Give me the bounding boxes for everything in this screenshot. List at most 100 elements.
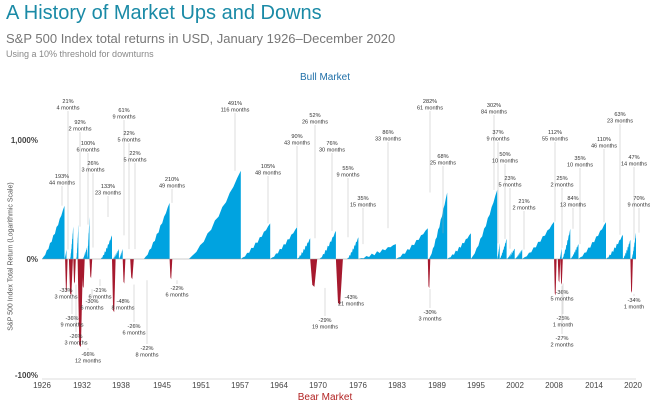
bear-return-label-7: -26%: [127, 324, 140, 330]
bear-return-label-5: -21%: [93, 288, 106, 294]
bull-area-23: [506, 248, 515, 259]
bull-duration-label-32: 9 months: [627, 203, 650, 209]
bull-area-25: [522, 221, 555, 259]
bull-duration-label-4: 3 months: [81, 168, 104, 174]
bull-return-label-30: 63%: [614, 112, 625, 118]
bear-area-8: [130, 259, 134, 280]
bear-area-9: [169, 259, 173, 280]
bull-duration-label-12: 43 months: [284, 141, 310, 147]
bear-area-4: [82, 259, 85, 289]
x-tick-label-10: 1989: [428, 381, 446, 390]
bear-return-label-15: -27%: [555, 336, 568, 342]
bull-area-31: [622, 239, 631, 259]
x-tick-label-12: 2002: [506, 381, 524, 390]
x-tick-label-5: 1957: [231, 381, 249, 390]
x-tick-label-4: 1951: [192, 381, 210, 390]
bull-duration-label-31: 14 months: [621, 162, 647, 168]
x-tick-label-0: 1926: [33, 381, 51, 390]
chart-note: Using a 10% threshold for downturns: [6, 49, 154, 59]
bull-area-24: [514, 249, 523, 259]
bull-area-6: [100, 235, 112, 259]
bull-area-0: [42, 205, 65, 259]
bull-duration-label-30: 23 months: [607, 119, 633, 125]
bull-return-label-11: 105%: [261, 164, 275, 170]
bull-area-1: [64, 249, 67, 259]
bull-duration-label-20: 84 months: [481, 110, 507, 116]
bull-area-3: [76, 224, 79, 259]
bull-return-label-20: 302%: [487, 103, 501, 109]
chart-subtitle: S&P 500 Index total returns in USD, Janu…: [6, 31, 396, 46]
bull-duration-label-25: 55 months: [542, 137, 568, 143]
bear-duration-label-1: 9 months: [60, 323, 83, 329]
bull-duration-label-17: 33 months: [375, 137, 401, 143]
bear-duration-label-14: 1 month: [553, 323, 573, 329]
x-tick-label-3: 1945: [153, 381, 171, 390]
bull-return-label-3: 100%: [81, 141, 95, 147]
x-tick-label-15: 2020: [624, 381, 642, 390]
bear-duration-label-12: 3 months: [418, 317, 441, 323]
bull-duration-label-18: 61 months: [417, 106, 443, 112]
bull-duration-label-2: 2 months: [68, 127, 91, 133]
bull-duration-label-6: 9 months: [112, 115, 135, 121]
bear-area-13: [554, 259, 557, 296]
bull-return-label-22: 50%: [499, 152, 510, 158]
bull-area-28: [570, 244, 579, 259]
bull-return-label-18: 282%: [423, 99, 437, 105]
bull-duration-label-15: 9 months: [336, 173, 359, 179]
bull-duration-label-16: 15 months: [350, 203, 376, 209]
bull-return-label-9: 210%: [165, 177, 179, 183]
bear-return-label-3: -66%: [81, 352, 94, 358]
bull-area-30: [606, 234, 623, 259]
bull-area-32: [631, 232, 636, 259]
bear-area-0: [65, 259, 68, 292]
bull-duration-label-0: 44 months: [49, 181, 75, 187]
x-tick-label-11: 1995: [467, 381, 485, 390]
bear-return-label-16: -34%: [627, 298, 640, 304]
bear-area-16: [630, 259, 633, 293]
bear-return-label-10: -29%: [318, 318, 331, 324]
bull-return-label-1: 21%: [62, 99, 73, 105]
bear-return-label-14: -25%: [556, 316, 569, 322]
bull-return-label-16: 35%: [357, 196, 368, 202]
bull-area-4: [82, 247, 87, 259]
bull-duration-label-28: 10 months: [567, 163, 593, 169]
bear-duration-label-2: 3 months: [64, 341, 87, 347]
bull-return-label-12: 90%: [291, 134, 302, 140]
bull-area-2: [70, 226, 74, 259]
bear-area-11: [335, 259, 343, 305]
bull-return-label-13: 52%: [309, 113, 320, 119]
bear-duration-label-16: 1 month: [624, 305, 644, 311]
bear-area-1: [68, 259, 73, 296]
bull-area-20: [470, 190, 498, 259]
bull-duration-label-5: 23 months: [95, 191, 121, 197]
bull-return-label-14: 76%: [326, 141, 337, 147]
bear-area-2: [73, 259, 76, 284]
bull-area-17: [395, 228, 428, 259]
bear-market-label: Bear Market: [297, 392, 353, 403]
bull-return-label-2: 92%: [74, 120, 85, 126]
bull-area-14: [319, 230, 336, 259]
bear-return-label-12: -30%: [423, 310, 436, 316]
bull-return-label-0: 193%: [55, 174, 69, 180]
bull-area-12: [270, 227, 298, 259]
bull-duration-label-10: 116 months: [221, 108, 250, 114]
bull-area-13: [297, 238, 311, 259]
bull-area-19: [447, 233, 471, 259]
bull-return-label-31: 47%: [628, 155, 639, 161]
bear-duration-label-5: 6 months: [88, 295, 111, 301]
bull-area-7: [112, 249, 119, 259]
bear-duration-label-8: 8 months: [135, 353, 158, 359]
bull-area-18: [429, 192, 448, 259]
bull-duration-label-11: 48 months: [255, 171, 281, 177]
bull-area-9: [143, 202, 170, 259]
bear-area-7: [122, 259, 126, 284]
bull-area-10: [188, 170, 241, 259]
bear-return-label-9: -22%: [170, 286, 183, 292]
bear-duration-label-3: 12 months: [75, 359, 101, 365]
bull-area-5: [87, 217, 90, 259]
bull-duration-label-9: 49 months: [159, 184, 185, 190]
x-tick-label-6: 1964: [270, 381, 288, 390]
y-tick-label-1: 0%: [26, 255, 38, 264]
